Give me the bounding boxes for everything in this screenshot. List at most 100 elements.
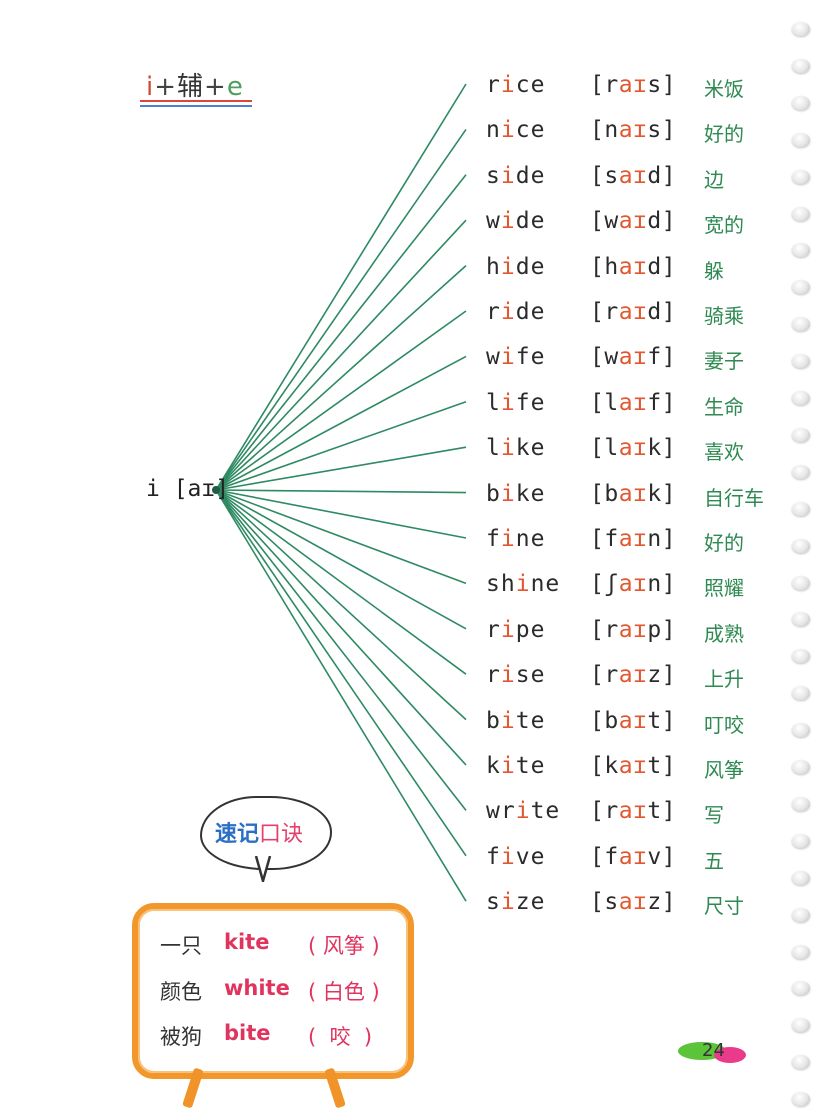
word-vowel: i <box>515 798 531 825</box>
rhyme-meaning: ( 风筝 ) <box>308 934 380 958</box>
word: kite <box>486 753 545 779</box>
rule-part-e: e <box>226 72 244 102</box>
phonetic-end: t] <box>647 753 677 779</box>
rhyme-board <box>132 903 414 1079</box>
word: fine <box>486 526 545 552</box>
binding-ring <box>792 723 810 738</box>
word-suffix: ve <box>515 843 546 870</box>
meaning: 妻子 <box>704 349 744 374</box>
connector-line <box>215 401 467 491</box>
binding-ring <box>792 169 810 184</box>
meaning: 米饭 <box>704 77 744 101</box>
binding-ring <box>792 391 810 405</box>
connector-line <box>215 219 467 491</box>
phonetic-start: [n <box>590 117 619 144</box>
word-row: hide [haɪd] 躲 <box>486 248 776 288</box>
spelling-rule: i+辅+e <box>146 66 244 103</box>
binding-ring <box>792 981 810 996</box>
phonetic-end: t] <box>647 798 677 825</box>
phonetic-start: [s <box>590 162 619 189</box>
word-prefix: k <box>486 753 501 779</box>
binding-ring <box>792 1055 810 1070</box>
binding-ring <box>792 1018 810 1033</box>
phonetic-end: d] <box>647 253 677 280</box>
word: rise <box>486 662 545 688</box>
phonetic-vowel: aɪ <box>618 798 648 825</box>
phonetic-vowel: aɪ <box>618 616 648 643</box>
word: size <box>486 889 545 915</box>
phonetic-start: [l <box>590 389 619 416</box>
word-row: nice [naɪs] 好的 <box>486 111 776 151</box>
connector-line <box>215 174 467 491</box>
phonetic-start: [r <box>590 72 619 98</box>
meaning: 生命 <box>704 394 744 419</box>
phonetic: [laɪk] <box>590 435 676 461</box>
phonetic-start: [f <box>590 843 619 870</box>
rule-plus: + <box>154 72 178 102</box>
word-suffix: se <box>515 662 546 689</box>
phonetic: [ʃaɪn] <box>590 571 676 597</box>
word-prefix: w <box>486 344 501 371</box>
word-vowel: i <box>500 344 516 371</box>
word-prefix: wr <box>486 798 516 825</box>
word: hide <box>486 254 545 280</box>
word-row: shine [ʃaɪn] 照耀 <box>486 565 776 605</box>
phonetic-start: [k <box>590 753 619 779</box>
word-vowel: i <box>500 889 516 916</box>
word-vowel: i <box>500 662 516 689</box>
word-suffix: de <box>515 162 546 189</box>
word-prefix: r <box>486 662 501 689</box>
phonetic-end: s] <box>647 72 677 98</box>
meaning: 叮咬 <box>704 712 744 737</box>
connector-line <box>215 128 467 491</box>
phonetic-start: [r <box>590 299 619 325</box>
word-prefix: r <box>486 616 501 643</box>
binding-ring <box>792 833 810 848</box>
binding-ring <box>792 243 810 258</box>
word-suffix: de <box>515 208 546 235</box>
phonetic-vowel: aɪ <box>618 253 648 280</box>
phonetic: [laɪf] <box>590 390 676 416</box>
speech-bubble-tail <box>254 856 272 882</box>
phonetic-end: f] <box>647 344 677 371</box>
rule-plus: + <box>204 72 227 102</box>
meaning: 骑乘 <box>704 304 744 328</box>
phonetic-start: [w <box>590 208 619 235</box>
word-prefix: h <box>486 253 501 280</box>
word: shine <box>486 571 560 597</box>
binding-ring <box>792 686 810 701</box>
meaning: 五 <box>704 848 724 873</box>
meaning: 照耀 <box>704 576 744 601</box>
phonetic: [saɪz] <box>590 889 676 915</box>
bubble-title: 速记口诀 <box>215 816 303 848</box>
binding-ring <box>792 760 810 774</box>
phonetic-end: f] <box>647 389 677 416</box>
binding-ring <box>792 1092 810 1107</box>
word-vowel: i <box>500 117 516 144</box>
word-suffix: ne <box>530 571 561 598</box>
binding-ring <box>792 944 810 959</box>
binding-ring <box>792 870 810 885</box>
meaning: 宽的 <box>704 213 744 238</box>
word-suffix: de <box>515 299 546 325</box>
meaning: 躲 <box>704 258 724 283</box>
word-row: life [laɪf] 生命 <box>486 384 776 424</box>
rule-part-i: i <box>146 72 155 102</box>
word-prefix: b <box>486 480 501 507</box>
word-vowel: i <box>500 753 516 779</box>
binding-ring <box>792 575 810 590</box>
connector-line <box>215 489 467 811</box>
word-row: size [saɪz] 尺寸 <box>486 883 776 923</box>
connector-line <box>215 489 467 675</box>
word-prefix: s <box>486 162 501 189</box>
phonetic-vowel: aɪ <box>618 435 648 462</box>
word-vowel: i <box>500 616 516 643</box>
word-row: wide [waɪd] 宽的 <box>486 202 776 242</box>
phonetic-vowel: aɪ <box>618 526 648 552</box>
phonetic: [baɪk] <box>590 481 676 507</box>
rhyme-meaning: ( 白色 ) <box>308 980 380 1004</box>
phonetic: [haɪd] <box>590 254 676 280</box>
phonetic-vowel: aɪ <box>618 753 648 779</box>
word: life <box>486 390 545 416</box>
phonetic-end: d] <box>647 162 677 189</box>
